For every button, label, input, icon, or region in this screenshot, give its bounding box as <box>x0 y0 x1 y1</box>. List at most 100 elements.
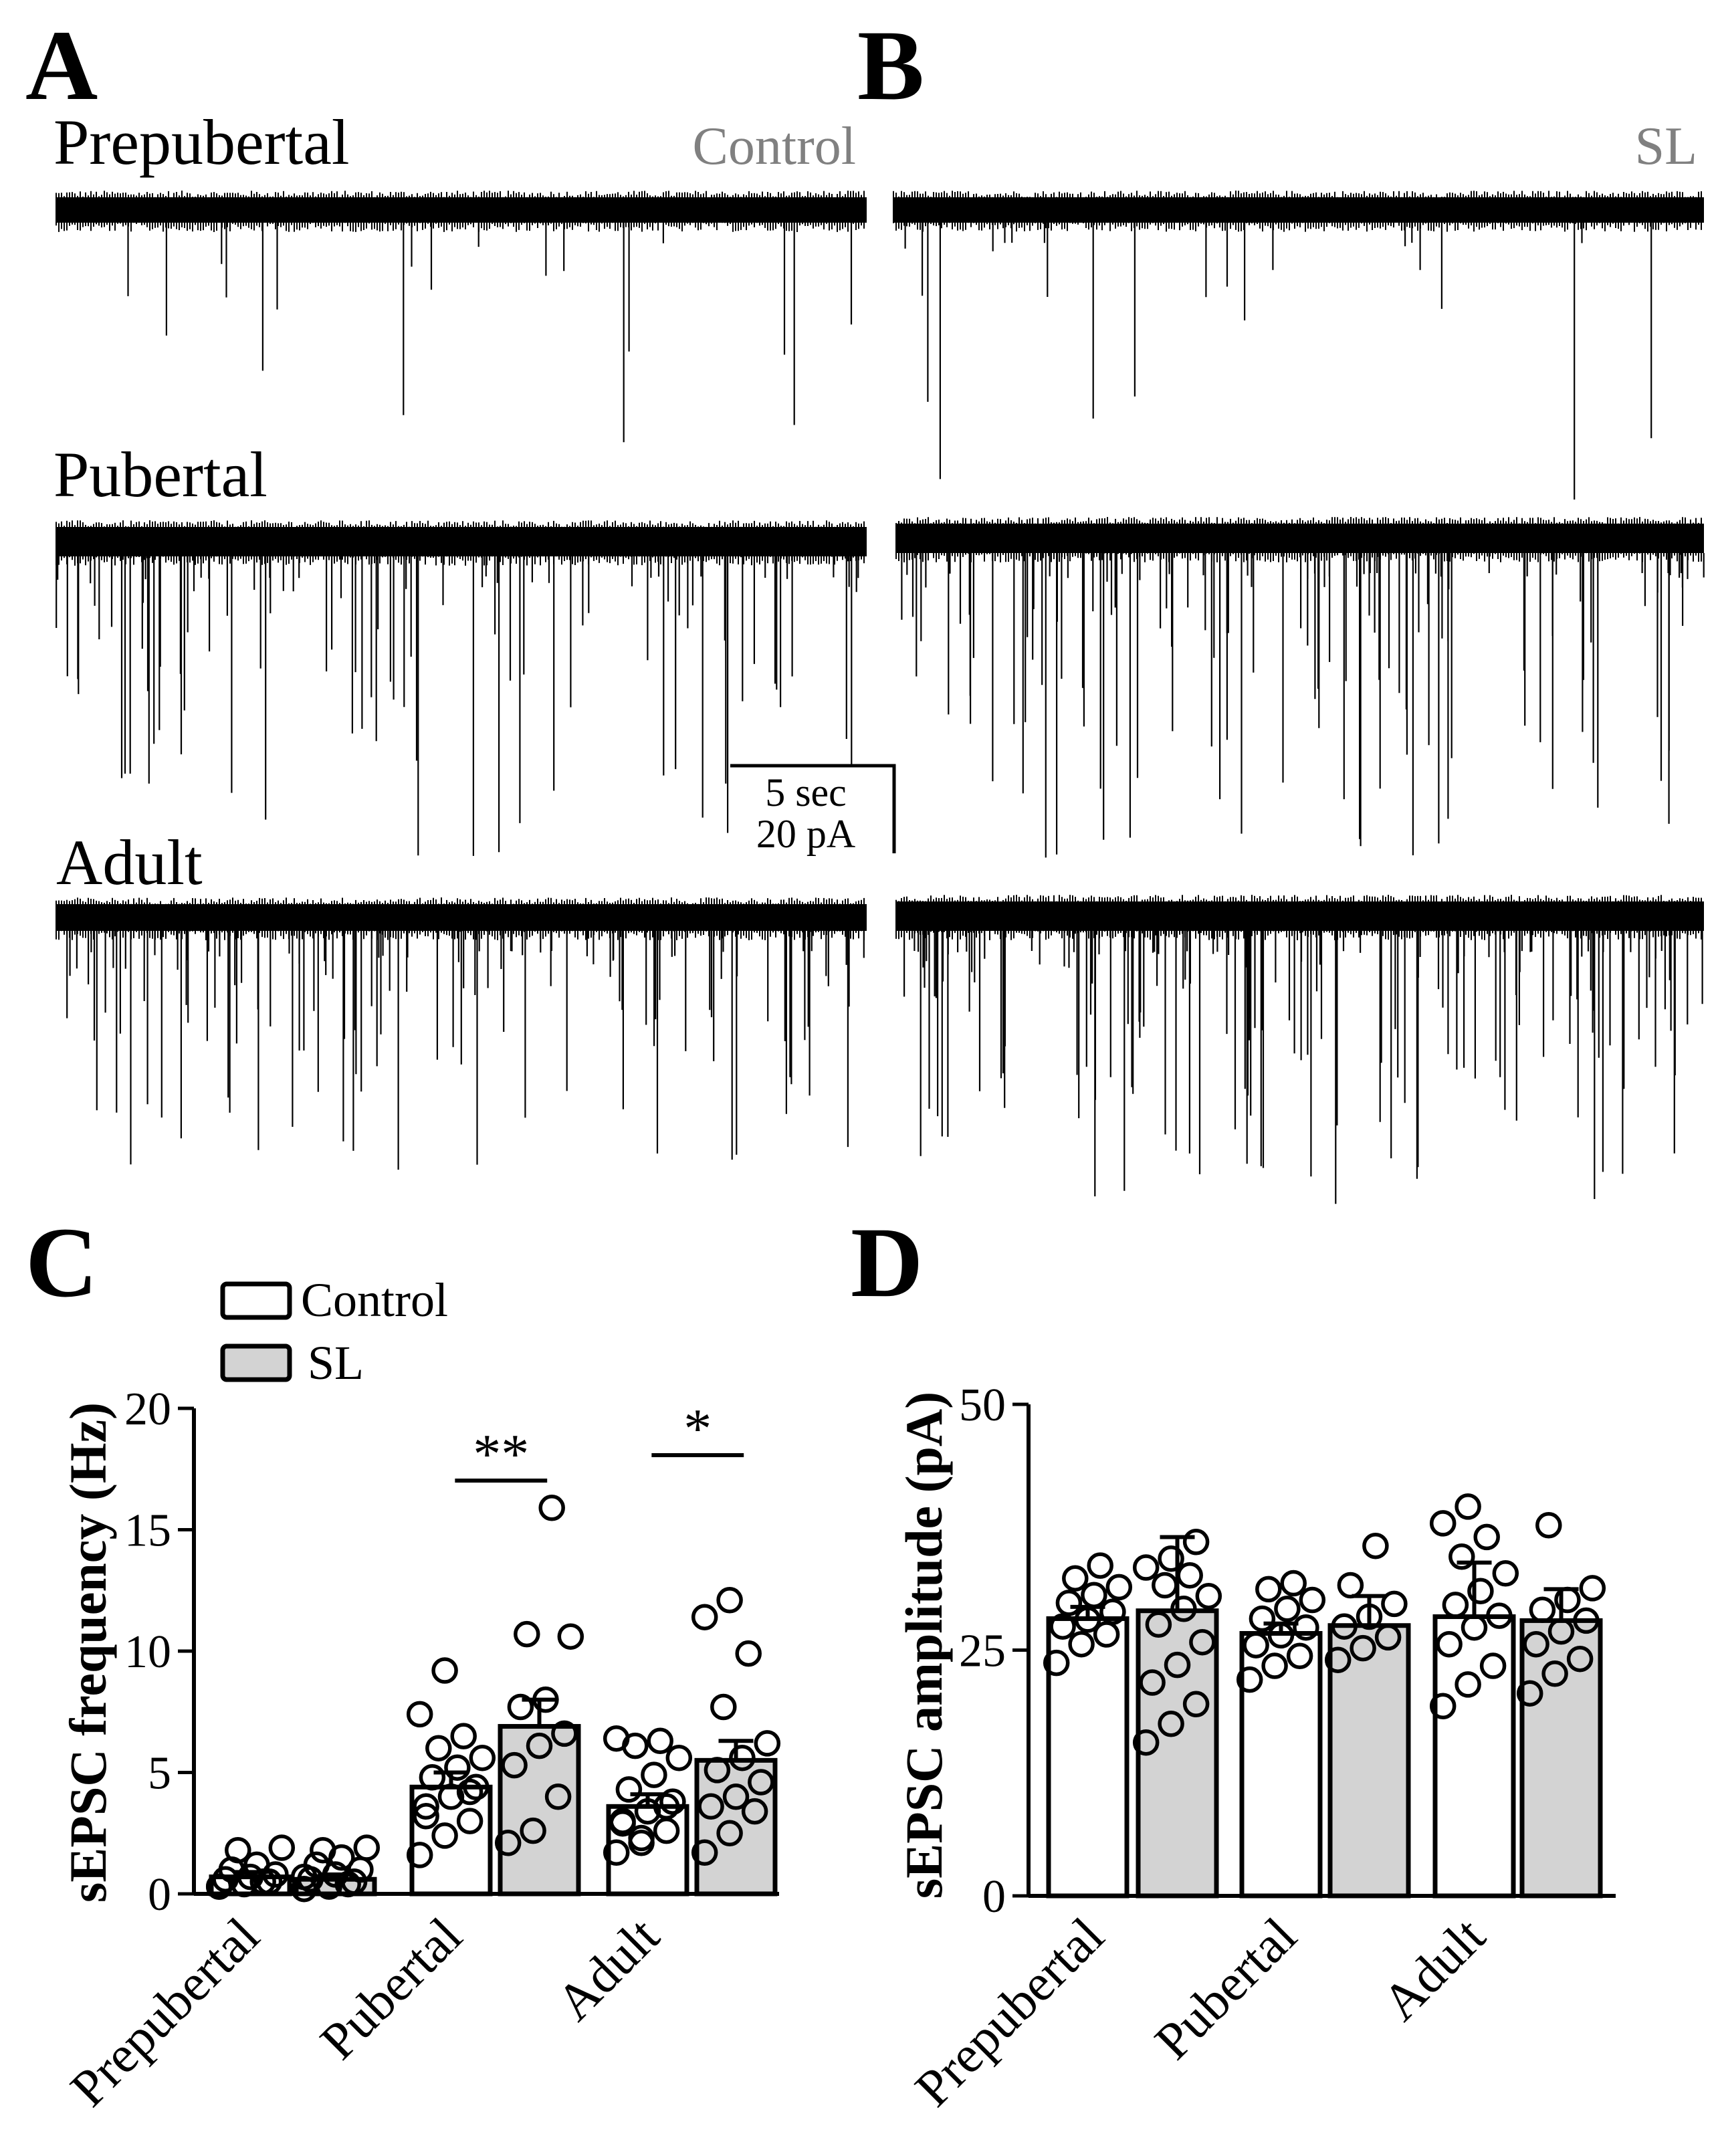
chart-c-data-point <box>431 1657 458 1684</box>
chart-d-data-point <box>1429 1693 1457 1720</box>
chart-d-category-label: Adult <box>1371 1906 1496 2031</box>
chart-c-data-point <box>425 1735 452 1761</box>
chart-d-data-point <box>1132 1554 1160 1581</box>
chart-c-data-point <box>704 1757 731 1784</box>
chart-c-y-tick-label: 5 <box>148 1748 171 1800</box>
chart-d-data-point <box>1535 1512 1562 1539</box>
chart-d-data-point <box>1158 1711 1184 1737</box>
row-label-adult: Adult <box>56 827 203 898</box>
trace-pubertal-sl <box>895 517 1705 858</box>
chart-d-data-point <box>1492 1560 1519 1587</box>
chart-d-data-point <box>1170 1596 1197 1622</box>
chart-d-data-point <box>1176 1562 1203 1589</box>
chart-d-data-point <box>1068 1630 1095 1658</box>
chart-d-error-bar <box>1457 1560 1492 1617</box>
panel-letter-d: D <box>851 1207 923 1318</box>
trace-noise <box>56 191 865 232</box>
panel-letter-a: A <box>25 10 98 121</box>
chart-c-data-point <box>413 1793 439 1820</box>
trace-events <box>904 223 1652 500</box>
chart-d-data-point <box>1473 1523 1500 1551</box>
chart-d-data-point <box>1062 1565 1089 1592</box>
chart-c-data-point <box>514 1620 540 1648</box>
chart-c-data-point <box>603 1839 630 1866</box>
panel-letter-b: B <box>857 10 924 121</box>
chart-d-data-point <box>1455 1493 1481 1520</box>
chart-d-error-bar <box>1543 1587 1579 1621</box>
chart-c-data-point <box>205 1873 233 1900</box>
legend-swatch-control <box>220 1281 292 1320</box>
chart-d-data-point <box>1579 1575 1606 1602</box>
chart-c-data-point <box>641 1761 667 1788</box>
chart-d-data-point <box>1182 1691 1210 1718</box>
panel-letter-c: C <box>25 1207 98 1318</box>
chart-d-data-point <box>1529 1596 1556 1623</box>
chart-d-y-tick-label: 0 <box>982 1871 1006 1923</box>
chart-c-data-point <box>310 1836 336 1864</box>
chart-c-bar-sl <box>694 1757 778 1897</box>
chart-c-error-bar <box>718 1739 754 1761</box>
chart-d-data-point <box>1152 1572 1178 1599</box>
legend-swatch-sl <box>220 1343 292 1382</box>
chart-c-data-point <box>647 1727 673 1755</box>
chart-c-data-point <box>748 1769 774 1796</box>
chart-d-data-point <box>1381 1590 1408 1618</box>
chart-c-error-bar <box>433 1770 469 1788</box>
chart-d-data-point <box>1087 1552 1113 1579</box>
chart-c-data-point <box>754 1730 781 1757</box>
chart-d-data-point <box>1467 1578 1494 1605</box>
row-label-pubertal: Pubertal <box>53 439 267 510</box>
chart-c-data-point <box>729 1744 756 1771</box>
chart-d-data-point <box>1274 1596 1301 1622</box>
trace-noise <box>895 517 1702 562</box>
chart-c-bar-sl <box>498 1724 581 1897</box>
chart-c-data-point <box>469 1744 496 1771</box>
chart-d-bar-control <box>1046 1616 1130 1899</box>
chart-d-data-point <box>1195 1582 1222 1610</box>
chart-d-error-bar <box>1070 1604 1105 1619</box>
chart-d-data-point <box>1516 1680 1543 1707</box>
chart-d-data-point <box>1099 1598 1126 1625</box>
chart-c-data-point <box>628 1830 655 1856</box>
trace-baseline-band <box>56 197 867 223</box>
chart-d-bar-sl <box>1519 1618 1603 1899</box>
chart-c-data-point <box>507 1693 534 1721</box>
chart-c-data-point <box>456 1808 484 1834</box>
chart-c-y-tick-label: 0 <box>148 1869 171 1921</box>
chart-d-data-point <box>1486 1602 1513 1629</box>
chart-c-data-point <box>551 1720 578 1747</box>
chart-d-data-point <box>1280 1570 1307 1597</box>
chart-c-data-point <box>431 1822 458 1849</box>
chart-c-y-tick-label: 10 <box>124 1626 171 1678</box>
chart-c-data-point <box>710 1693 737 1721</box>
chart-c-data-point <box>290 1863 318 1891</box>
chart-d-data-point <box>1255 1576 1282 1603</box>
chart-c-data-point <box>691 1839 718 1866</box>
chart-d-data-point <box>1261 1652 1288 1679</box>
chart-c-error-bar <box>233 1870 268 1877</box>
chart-d-data-point <box>1293 1614 1319 1641</box>
chart-d-data-point <box>1362 1532 1389 1559</box>
chart-d-data-point <box>1049 1613 1076 1640</box>
chart-c-data-point <box>520 1817 546 1844</box>
chart-c-significance-label: * <box>683 1398 712 1460</box>
chart-d-category-label: Prepubertal <box>903 1907 1115 2118</box>
chart-d-data-point <box>1541 1660 1568 1687</box>
chart-c-category-label: Prepubertal <box>59 1907 270 2118</box>
chart-d-y-tick-label: 25 <box>959 1626 1006 1677</box>
trace-pubertal-control <box>56 520 867 856</box>
chart-d-data-point <box>1337 1572 1364 1599</box>
scale-bar-current-label: 20 pA <box>756 812 855 856</box>
condition-label-sl: SL <box>1635 117 1697 176</box>
chart-c-data-point <box>665 1744 693 1771</box>
chart-c-data-point <box>501 1751 528 1779</box>
chart-d-data-point <box>1249 1605 1276 1632</box>
trace-prepubertal-control <box>56 191 867 443</box>
chart-c-y-label: sEPSC frequency (Hz) <box>59 1402 117 1903</box>
chart-c-data-point <box>741 1798 768 1825</box>
chart-d-bar-sl <box>1327 1623 1411 1899</box>
chart-d-data-point <box>1158 1545 1184 1572</box>
chart-d-data-point <box>1299 1586 1326 1614</box>
trace-noise <box>895 895 1702 940</box>
trace-events <box>56 556 859 856</box>
